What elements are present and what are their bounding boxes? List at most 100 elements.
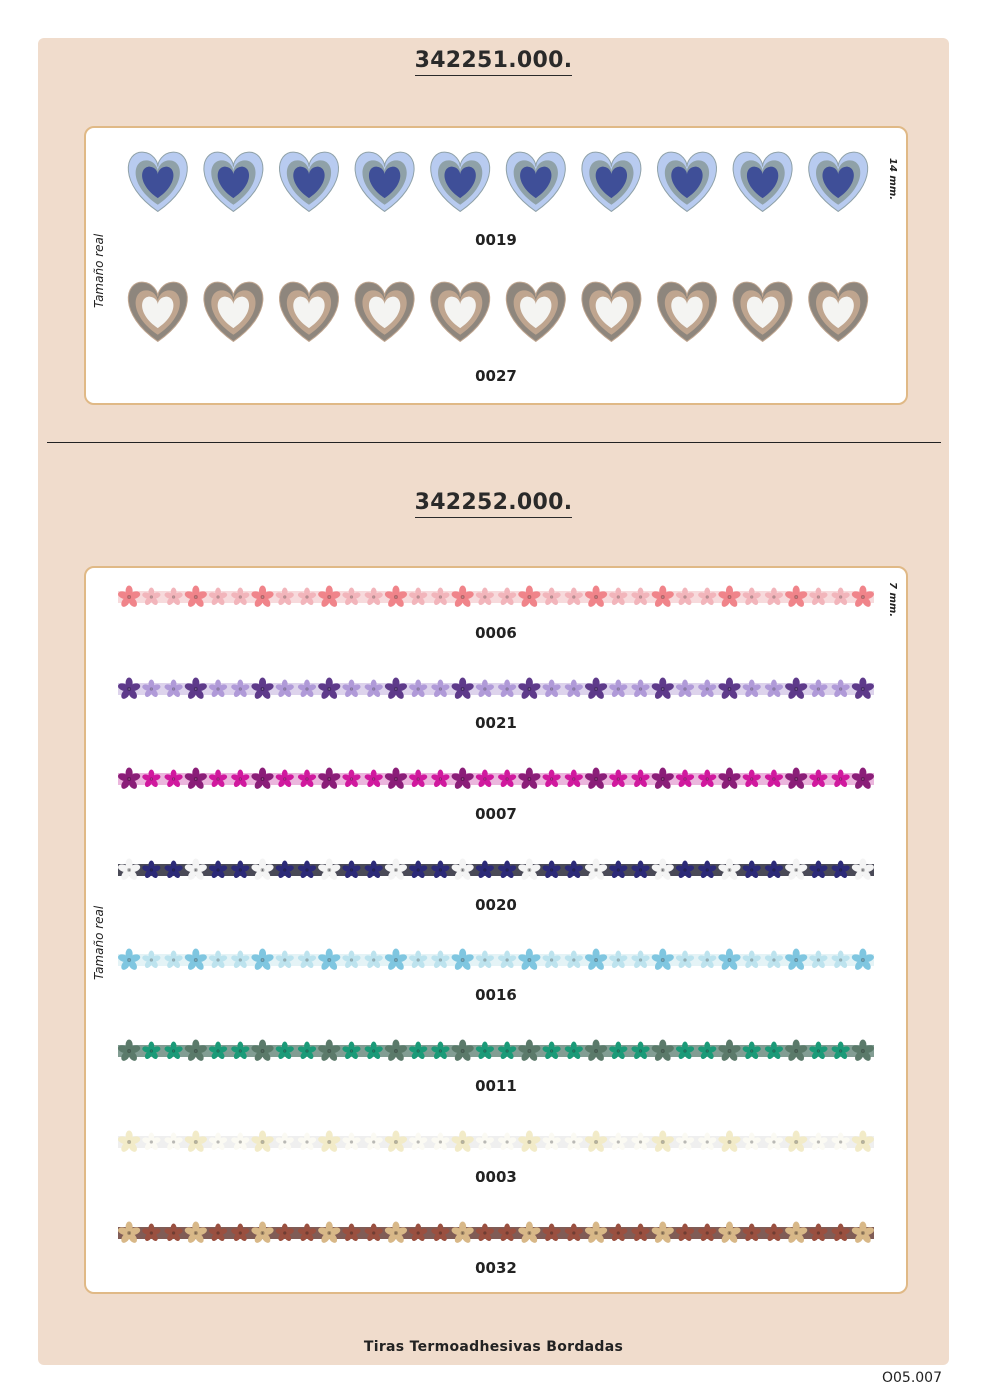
flower-motif [498, 769, 517, 788]
flower-motif [718, 767, 741, 789]
flower-motif [409, 860, 428, 879]
flower-motif [698, 1132, 717, 1151]
product-panel-flowers: Tamaño real 7 mm. 0006 0021 0007 0020 00… [84, 566, 908, 1294]
flower-motif [785, 1221, 808, 1243]
flower-motif [609, 860, 628, 879]
flower-motif [475, 587, 494, 606]
flower-motif [164, 950, 183, 969]
flower-motif [451, 948, 474, 970]
flower-motif [564, 1132, 583, 1151]
trim-band [118, 591, 874, 603]
flower-motif [342, 1132, 361, 1151]
flower-motif [409, 1132, 428, 1151]
flower-motif [431, 950, 450, 969]
flower-motif [631, 679, 650, 698]
flower-motif [431, 1132, 450, 1151]
flower-motif [831, 950, 850, 969]
flower-motif [208, 860, 228, 879]
flower-motif [275, 1041, 294, 1060]
flower-motif [851, 585, 874, 607]
variant-code: 0027 [475, 367, 517, 385]
flower-motif [609, 679, 628, 698]
flower-motif [542, 1223, 561, 1242]
flower-motif [651, 948, 674, 970]
flower-motif [208, 1223, 228, 1242]
flower-motif [231, 1223, 250, 1242]
flower-motif [142, 950, 161, 969]
flower-motif [498, 1223, 517, 1242]
flower-motif [518, 1221, 541, 1243]
flower-motif [184, 1221, 207, 1243]
flower-motif [542, 1041, 561, 1060]
flower-motif [651, 585, 674, 607]
flower-motif [542, 587, 561, 606]
flower-motif [518, 585, 541, 607]
flower-motif [631, 1223, 650, 1242]
flower-motif [384, 585, 408, 607]
flower-motif [318, 1221, 341, 1243]
flower-motif [764, 1223, 784, 1242]
flower-motif [809, 679, 828, 698]
flower-motif [208, 1132, 228, 1151]
section-divider [47, 442, 941, 443]
flower-motif [542, 860, 561, 879]
trim-sample-0011 [118, 1039, 874, 1061]
flower-motif [564, 950, 583, 969]
flower-motif [409, 679, 428, 698]
catalog-sheet: 342251.000. Tamaño real 14 mm. 0019 0027… [38, 38, 949, 1365]
heart-motif-center [293, 166, 325, 199]
variant-code: 0016 [475, 986, 517, 1004]
flower-motif [297, 1041, 317, 1060]
trim-sample-0016 [118, 948, 874, 970]
flower-motif [342, 860, 361, 879]
flower-motif [318, 767, 341, 789]
flower-motif [297, 860, 317, 879]
flower-motif [851, 948, 874, 970]
flower-motif [342, 1041, 361, 1060]
flower-motif [742, 1041, 761, 1060]
trim-sample-0003 [118, 1130, 874, 1152]
trim-sample-0027 [127, 281, 869, 343]
flower-motif [698, 679, 717, 698]
flower-motif [718, 858, 741, 880]
flower-motif [851, 1221, 874, 1243]
flower-motif [764, 587, 784, 606]
flower-motif [451, 858, 474, 880]
product-code-title: 342251.000. [38, 48, 949, 76]
flower-motif [498, 860, 517, 879]
flower-motif [275, 1132, 294, 1151]
flower-motif [518, 1130, 541, 1152]
heart-motif-center [671, 166, 703, 199]
trim-sample-0007 [118, 767, 874, 789]
flower-motif [809, 1132, 828, 1151]
flower-motif [297, 587, 317, 606]
flower-motif [431, 769, 450, 788]
flower-motif [184, 1130, 207, 1152]
trim-sample-0032 [118, 1221, 874, 1243]
flower-motif [631, 950, 650, 969]
flower-motif [318, 677, 341, 699]
catalog-footer-title: Tiras Termoadhesivas Bordadas [363, 1339, 624, 1355]
flower-motif [318, 858, 341, 880]
flower-motif [208, 1041, 228, 1060]
flower-motif [742, 1223, 761, 1242]
flower-motif [275, 769, 294, 788]
flower-motif [675, 860, 695, 879]
heart-motif-center [142, 166, 174, 199]
flower-motif [785, 858, 808, 880]
flower-motif [718, 1039, 741, 1061]
flower-motif [164, 1041, 183, 1060]
flower-motif [409, 1223, 428, 1242]
flower-motif [275, 950, 294, 969]
flower-motif [651, 1039, 674, 1061]
flower-motif [231, 769, 250, 788]
flower-motif [764, 950, 784, 969]
flower-motif [542, 1132, 561, 1151]
flower-motif [785, 1039, 808, 1061]
trim-sample-0006 [118, 585, 874, 607]
heart-motif-center [444, 166, 476, 199]
flower-motif [297, 950, 317, 969]
flower-motif [184, 767, 207, 789]
flower-motif [785, 948, 808, 970]
flower-motif [631, 1132, 650, 1151]
